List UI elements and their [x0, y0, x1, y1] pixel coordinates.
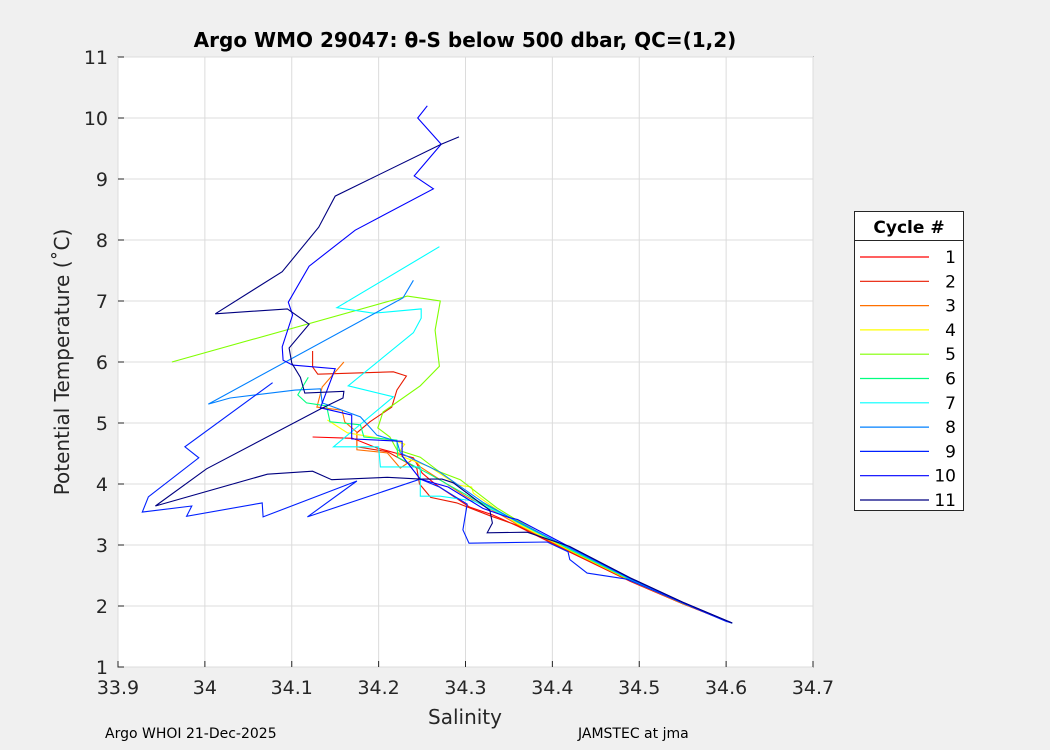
y-tick-label: 9	[96, 169, 108, 191]
legend: Cycle # 1 2 3 4 5 6 7 8 9 10 11	[854, 211, 964, 511]
series-line-cycle-9	[141, 382, 733, 624]
y-tick-label: 10	[84, 108, 108, 130]
legend-label: 8	[945, 418, 956, 438]
footer-right: JAMSTEC at jma	[578, 726, 689, 742]
series-lines	[141, 105, 733, 624]
series-line-cycle-10	[281, 105, 733, 624]
x-tick-label: 33.9	[97, 677, 139, 699]
legend-label: 4	[945, 321, 956, 341]
series-line-cycle-8	[208, 280, 733, 624]
legend-label: 6	[945, 370, 956, 390]
legend-label: 2	[945, 272, 956, 292]
y-axis-label: Potential Temperature (˚C)	[50, 229, 74, 496]
x-tick-label: 34.1	[271, 677, 313, 699]
y-tick-label: 7	[96, 291, 108, 313]
legend-label: 1	[945, 248, 956, 268]
x-tick-label: 34.2	[357, 677, 399, 699]
footer-left: Argo WHOI 21-Dec-2025	[105, 726, 277, 742]
y-tick-label: 4	[96, 474, 108, 496]
y-tick-label: 1	[96, 657, 108, 679]
x-tick-label: 34.3	[444, 677, 486, 699]
legend-label: 9	[945, 442, 956, 462]
legend-label: 7	[945, 394, 956, 414]
chart-title: Argo WMO 29047: θ-S below 500 dbar, QC=(…	[194, 28, 737, 52]
legend-label: 3	[945, 297, 956, 317]
y-tick-label: 8	[96, 230, 108, 252]
x-tick-label: 34	[193, 677, 217, 699]
legend-label: 11	[934, 491, 956, 511]
x-tick-label: 34.6	[705, 677, 747, 699]
x-axis-label: Salinity	[428, 705, 502, 729]
y-tick-label: 3	[96, 535, 108, 557]
y-tick-label: 5	[96, 413, 108, 435]
x-tick-label: 34.7	[792, 677, 834, 699]
legend-label: 5	[945, 345, 956, 365]
legend-label: 10	[934, 467, 956, 487]
y-tick-label: 6	[96, 352, 108, 374]
x-tick-label: 34.4	[531, 677, 573, 699]
legend-title: Cycle #	[873, 218, 944, 238]
series-line-cycle-2	[312, 351, 733, 624]
y-tick-label: 2	[96, 596, 108, 618]
x-tick-label: 34.5	[618, 677, 660, 699]
axis-ticks: 33.9 34 34.1 34.2 34.3 34.4 34.5 34.6 34.7123456…	[84, 47, 834, 699]
series-line-cycle-11	[155, 136, 733, 624]
y-tick-label: 11	[84, 47, 108, 69]
